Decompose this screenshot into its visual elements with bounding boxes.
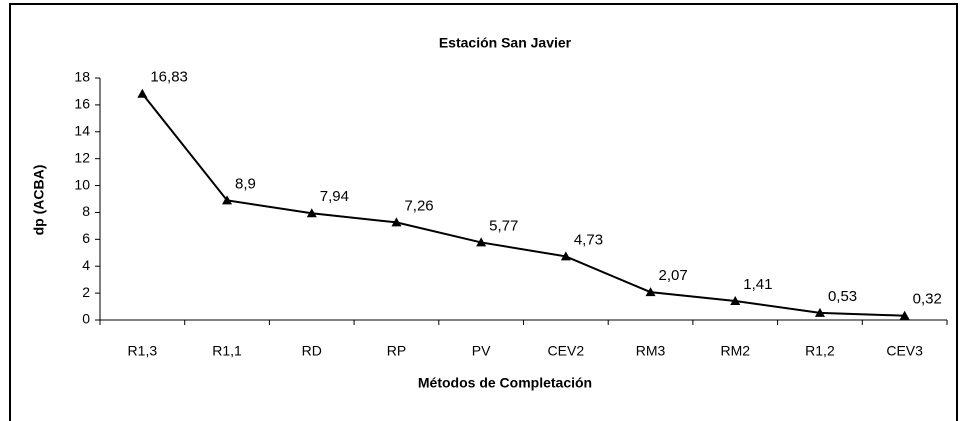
y-tick-label: 16 <box>74 96 90 112</box>
x-tick-label: R1,3 <box>128 343 158 359</box>
marker <box>137 88 148 98</box>
data-label: 16,83 <box>150 69 188 86</box>
y-tick-label: 4 <box>82 257 90 273</box>
x-axis-label: Métodos de Completación <box>418 375 592 391</box>
marker <box>306 208 317 218</box>
marker <box>391 217 402 227</box>
marker <box>222 195 233 205</box>
marker <box>730 296 741 306</box>
data-label: 0,53 <box>828 288 857 305</box>
x-tick-label: R1,2 <box>805 343 835 359</box>
x-tick-label: RM3 <box>636 343 666 359</box>
y-tick-label: 2 <box>82 284 90 300</box>
chart-title: Estación San Javier <box>439 35 572 51</box>
data-label: 7,94 <box>320 188 349 205</box>
x-tick-label: R1,1 <box>212 343 242 359</box>
x-tick-label: PV <box>472 343 491 359</box>
data-label: 2,07 <box>659 267 688 284</box>
y-axis-label: dp (ACBA) <box>31 165 47 236</box>
marker <box>814 307 825 317</box>
x-tick-label: RM2 <box>720 343 750 359</box>
y-tick-label: 14 <box>74 122 90 138</box>
y-tick-label: 0 <box>82 311 90 327</box>
data-label: 5,77 <box>489 217 518 234</box>
data-label: 0,32 <box>913 291 942 308</box>
marker <box>476 237 487 247</box>
data-line <box>141 93 905 317</box>
data-label: 8,9 <box>235 175 256 192</box>
data-label: 4,73 <box>574 231 603 248</box>
y-tick-label: 18 <box>74 69 90 85</box>
marker <box>899 310 910 320</box>
x-tick-label: CEV2 <box>548 343 585 359</box>
x-tick-label: RP <box>387 343 406 359</box>
data-label: 7,26 <box>404 197 433 214</box>
y-tick-label: 10 <box>74 176 90 192</box>
marker <box>560 251 571 261</box>
y-tick-label: 8 <box>82 203 90 219</box>
data-label: 1,41 <box>743 276 772 293</box>
x-tick-label: RD <box>302 343 322 359</box>
y-tick-label: 6 <box>82 230 90 246</box>
x-tick-label: CEV3 <box>886 343 923 359</box>
chart-border <box>9 3 958 421</box>
y-tick-label: 12 <box>74 149 90 165</box>
marker <box>645 287 656 297</box>
